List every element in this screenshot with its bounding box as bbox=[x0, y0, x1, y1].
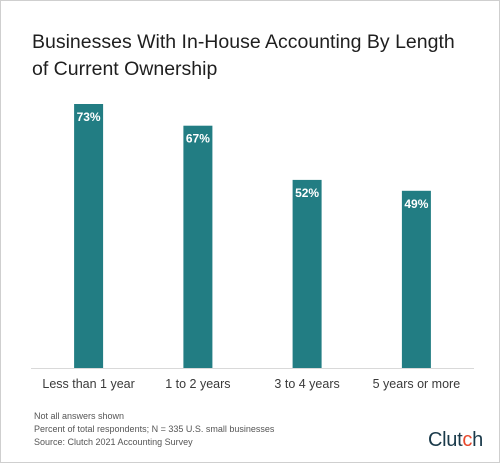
category-label-2: 3 to 4 years bbox=[274, 377, 339, 391]
bar-value-label-0: 73% bbox=[77, 110, 101, 124]
category-label-3: 5 years or more bbox=[373, 377, 461, 391]
category-label-0: Less than 1 year bbox=[42, 377, 134, 391]
bar-1 bbox=[183, 125, 213, 368]
bar-3 bbox=[401, 190, 431, 368]
bar-2 bbox=[292, 179, 322, 368]
bar-0 bbox=[74, 104, 104, 368]
bar-value-label-2: 52% bbox=[295, 186, 319, 200]
chart-title: Businesses With In-House Accounting By L… bbox=[32, 31, 455, 80]
bar-value-label-1: 67% bbox=[186, 132, 210, 146]
footnote-1: Not all answers shown bbox=[34, 411, 125, 421]
category-label-1: 1 to 2 years bbox=[165, 377, 230, 391]
footnote-3: Source: Clutch 2021 Accounting Survey bbox=[34, 437, 193, 447]
logo-text-end: h bbox=[472, 429, 483, 451]
bar-value-label-3: 49% bbox=[404, 197, 428, 211]
footnotes: Not all answers shown Percent of total r… bbox=[34, 410, 274, 449]
logo-text-accent: c bbox=[462, 429, 473, 451]
logo-text-main: Clut bbox=[428, 429, 463, 451]
footnote-2: Percent of total respondents; N = 335 U.… bbox=[34, 424, 275, 434]
clutch-logo: Clutch bbox=[428, 429, 483, 452]
